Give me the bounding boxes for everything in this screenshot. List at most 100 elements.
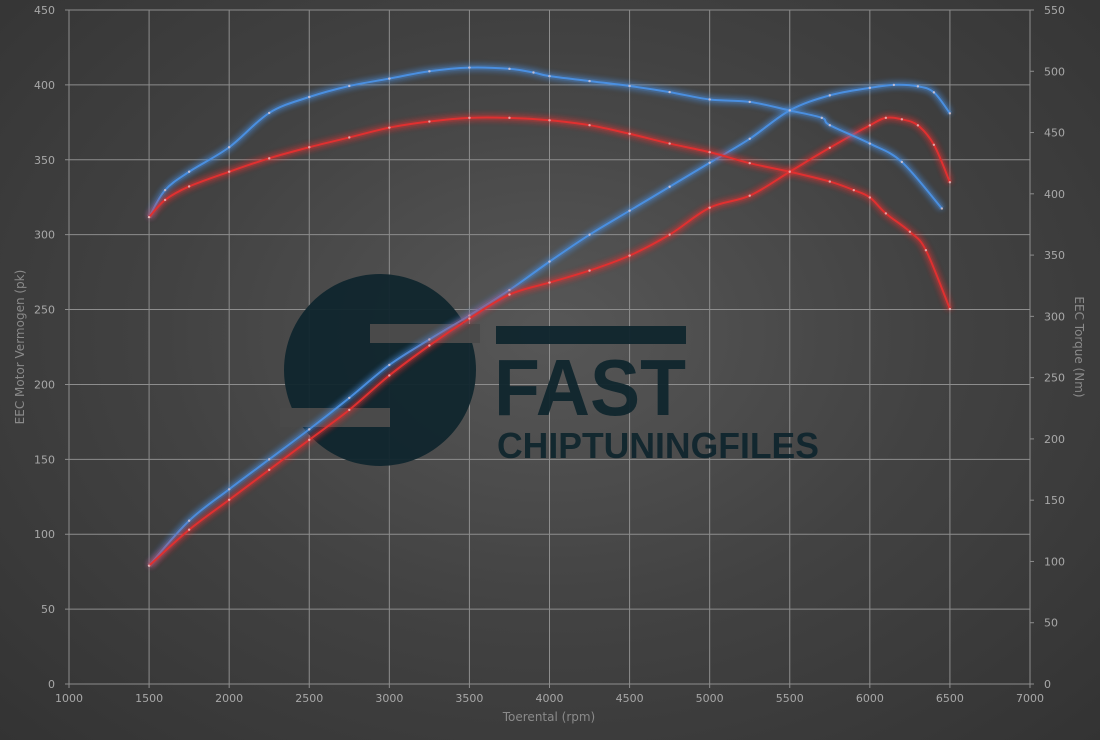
x-tick-label: 6500 bbox=[936, 692, 964, 705]
watermark-logo: FAST CHIPTUNINGFILES bbox=[280, 274, 819, 466]
torque-tuned-point bbox=[940, 207, 944, 210]
power-tuned-point bbox=[668, 185, 671, 188]
x-tick-label: 1000 bbox=[55, 692, 83, 705]
power-stock-point bbox=[268, 468, 271, 472]
power-tuned-point bbox=[348, 396, 351, 400]
x-tick-label: 6000 bbox=[856, 692, 884, 705]
power-stock-point bbox=[828, 146, 831, 149]
torque-tuned-point bbox=[508, 67, 511, 71]
power-tuned-point bbox=[548, 260, 551, 263]
y-right-tick-label: 0 bbox=[1044, 678, 1051, 691]
y-right-tick-label: 200 bbox=[1044, 433, 1065, 446]
torque-tuned-point bbox=[227, 146, 231, 149]
y-axis-left-label: EEC Motor Vermogen (pk) bbox=[13, 270, 27, 425]
torque-stock-point bbox=[268, 157, 271, 160]
torque-tuned-point bbox=[868, 142, 872, 145]
torque-stock-point bbox=[924, 248, 928, 252]
power-tuned-point bbox=[388, 363, 391, 367]
y-right-tick-label: 550 bbox=[1044, 4, 1065, 17]
svg-text:CHIPTUNINGFILES: CHIPTUNINGFILES bbox=[497, 425, 819, 466]
power-stock-point bbox=[628, 254, 631, 257]
power-tuned-point bbox=[268, 458, 271, 461]
y-right-tick-label: 400 bbox=[1044, 188, 1065, 201]
power-stock-point bbox=[147, 564, 151, 567]
power-tuned-point bbox=[932, 91, 936, 94]
torque-stock-point bbox=[708, 150, 711, 154]
power-stock-point bbox=[916, 124, 920, 127]
torque-stock-point bbox=[508, 116, 511, 120]
power-stock-point bbox=[748, 194, 751, 197]
torque-stock-point bbox=[147, 215, 151, 219]
torque-stock-point bbox=[852, 188, 856, 192]
torque-stock-point bbox=[348, 136, 351, 139]
y-right-tick-label: 250 bbox=[1044, 372, 1065, 385]
x-tick-label: 3000 bbox=[375, 692, 403, 705]
x-tick-label: 5500 bbox=[776, 692, 804, 705]
power-stock-point bbox=[948, 181, 952, 184]
svg-text:FAST: FAST bbox=[494, 343, 686, 432]
power-tuned-point bbox=[828, 94, 831, 97]
power-tuned-point bbox=[227, 488, 231, 491]
power-stock-point bbox=[308, 438, 311, 442]
torque-tuned-point bbox=[708, 98, 711, 101]
power-stock-point bbox=[388, 374, 391, 377]
torque-tuned-point bbox=[348, 84, 351, 88]
torque-tuned-point bbox=[428, 70, 431, 73]
power-tuned-point bbox=[748, 137, 751, 141]
y-left-tick-label: 100 bbox=[34, 528, 55, 541]
torque-tuned-glow bbox=[146, 64, 944, 219]
torque-stock-point bbox=[828, 180, 831, 183]
power-stock-point bbox=[884, 116, 888, 120]
power-stock-point bbox=[900, 118, 904, 121]
x-tick-label: 1500 bbox=[135, 692, 163, 705]
torque-tuned-point bbox=[163, 188, 167, 192]
torque-tuned-point bbox=[187, 170, 191, 173]
x-tick-label: 5000 bbox=[696, 692, 724, 705]
torque-stock-point bbox=[548, 119, 551, 122]
y-left-tick-label: 450 bbox=[34, 4, 55, 17]
power-tuned-point bbox=[628, 209, 631, 212]
y-right-tick-label: 450 bbox=[1044, 127, 1065, 140]
power-tuned-point bbox=[588, 233, 591, 236]
y-left-tick-label: 50 bbox=[41, 603, 55, 616]
torque-tuned-point bbox=[748, 100, 751, 104]
power-tuned-point bbox=[916, 85, 920, 88]
y-left-tick-label: 150 bbox=[34, 453, 55, 466]
y-axis-right-label: EEC Torque (Nm) bbox=[1072, 296, 1086, 397]
torque-tuned-point bbox=[588, 79, 591, 83]
power-stock-point bbox=[868, 124, 872, 127]
power-tuned-point bbox=[948, 112, 952, 115]
torque-stock-point bbox=[748, 161, 751, 165]
power-stock-line bbox=[148, 116, 951, 567]
torque-tuned-point bbox=[532, 71, 535, 74]
torque-stock-point bbox=[308, 146, 311, 149]
torque-stock-point bbox=[163, 198, 167, 202]
power-stock-point bbox=[508, 293, 511, 296]
y-left-tick-label: 200 bbox=[34, 378, 55, 391]
power-tuned-point bbox=[428, 338, 431, 341]
power-stock-point bbox=[588, 269, 591, 272]
power-stock-point bbox=[932, 143, 936, 146]
y-left-tick-label: 250 bbox=[34, 304, 55, 317]
y-left-tick-label: 300 bbox=[34, 229, 55, 242]
power-stock-point bbox=[468, 317, 471, 320]
y-right-tick-label: 150 bbox=[1044, 494, 1065, 507]
torque-stock-point bbox=[908, 230, 912, 234]
torque-tuned-point bbox=[468, 66, 471, 69]
torque-tuned-point bbox=[548, 74, 551, 78]
torque-tuned-point bbox=[388, 77, 391, 80]
power-tuned-point bbox=[308, 428, 311, 431]
torque-tuned-point bbox=[668, 90, 671, 94]
x-tick-label: 2000 bbox=[215, 692, 243, 705]
power-stock-point bbox=[428, 344, 431, 347]
power-stock-point bbox=[668, 233, 671, 236]
power-stock-point bbox=[708, 206, 711, 209]
torque-tuned-line bbox=[148, 66, 943, 218]
y-left-tick-label: 400 bbox=[34, 79, 55, 92]
y-right-tick-label: 300 bbox=[1044, 310, 1065, 323]
series-layer bbox=[146, 64, 953, 568]
torque-stock-point bbox=[788, 170, 791, 173]
x-axis-label: Toerental (rpm) bbox=[502, 710, 595, 724]
power-tuned-point bbox=[508, 288, 511, 292]
